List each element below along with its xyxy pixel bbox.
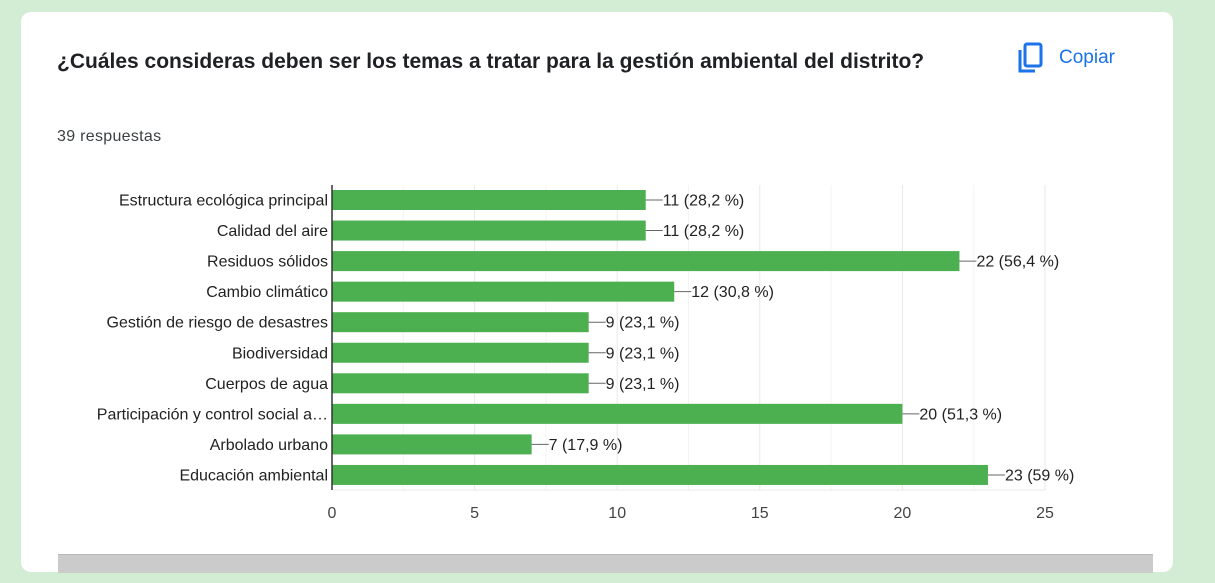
copy-icon [1018,42,1043,73]
x-tick-label: 20 [894,505,912,522]
category-label: Educación ambiental [179,467,328,484]
copy-button[interactable]: Copiar [1017,42,1115,74]
bar [332,312,589,333]
copy-label: Copiar [1059,47,1115,68]
bar [332,281,675,302]
data-label: 20 (51,3 %) [919,406,1002,423]
bar [332,190,646,210]
bar [332,373,589,394]
category-label: Cambio climático [206,284,328,301]
bar [332,342,589,363]
x-tick-label: 0 [328,505,337,522]
question-title: ¿Cuáles consideras deben ser los temas a… [57,50,925,73]
response-count: 39 respuestas [57,128,162,145]
category-label: Gestión de riesgo de desastres [107,315,328,332]
data-label: 22 (56,4 %) [976,254,1059,271]
x-tick-label: 5 [470,505,479,522]
bar [332,434,532,455]
category-label: Estructura ecológica principal [119,193,328,210]
bar [332,220,646,241]
category-label: Calidad del aire [217,223,328,240]
data-label: 7 (17,9 %) [549,437,623,454]
category-label: Participación y control social a… [97,406,328,423]
data-label: 23 (59 %) [1005,467,1074,484]
category-label: Cuerpos de agua [205,376,328,393]
bar [332,403,903,424]
data-label: 9 (23,1 %) [606,315,680,332]
x-tick-label: 10 [608,505,626,522]
data-label: 11 (28,2 %) [663,223,745,240]
x-tick-label: 25 [1036,505,1054,522]
category-label: Arbolado urbano [210,437,328,454]
category-label: Biodiversidad [232,345,328,362]
bar [332,251,960,272]
data-label: 9 (23,1 %) [606,345,680,362]
category-label: Residuos sólidos [207,254,328,271]
data-label: 11 (28,2 %) [663,193,745,210]
data-label: 9 (23,1 %) [606,376,680,393]
x-tick-label: 15 [751,505,769,522]
horizontal-scrollbar[interactable] [58,554,1153,573]
data-label: 12 (30,8 %) [691,284,774,301]
bar [332,464,988,485]
